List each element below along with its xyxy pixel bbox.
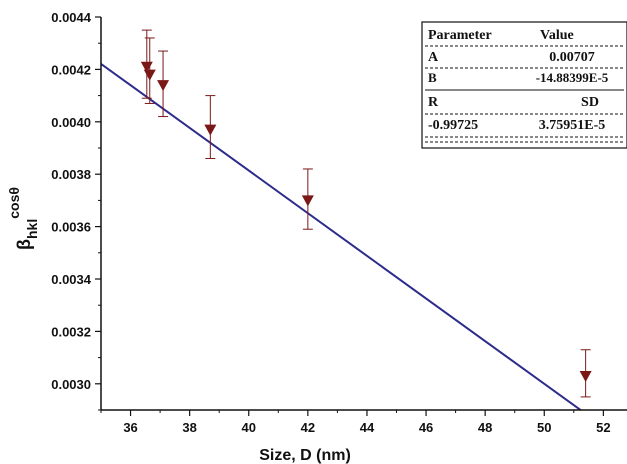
- table-frame: [421, 21, 627, 149]
- y-axis-title: βhklcosθ: [6, 187, 40, 250]
- y-tick-label: 0.0042: [51, 62, 91, 77]
- data-point-group: [157, 50, 170, 118]
- fit-line: [101, 63, 583, 410]
- data-point-marker: [143, 69, 156, 81]
- data-point-group: [579, 349, 592, 398]
- x-tick-label: 46: [419, 420, 433, 435]
- y-tick-label: 0.0036: [51, 220, 91, 235]
- table-cell: A: [428, 50, 439, 65]
- fit-parameter-table: Parameter Value A 0.00707 B -14.88399E-5 R SD -0…: [421, 21, 627, 149]
- data-point-marker: [301, 195, 314, 207]
- x-tick-label: 48: [478, 420, 492, 435]
- x-tick-label: 36: [123, 420, 137, 435]
- y-tick-label: 0.0040: [51, 115, 91, 130]
- table-cell: B: [428, 70, 437, 85]
- y-tick-label: 0.0034: [51, 272, 92, 287]
- table-cell: -0.99725: [428, 118, 478, 133]
- data-point-marker: [579, 370, 592, 382]
- x-tick-label: 38: [182, 420, 196, 435]
- y-tick-label: 0.0032: [51, 324, 91, 339]
- y-axis-title-main: β: [14, 239, 34, 250]
- table-cell: SD: [581, 95, 599, 110]
- data-point-group: [301, 168, 314, 230]
- table-cell: Parameter: [428, 28, 492, 43]
- x-tick-label: 40: [242, 420, 256, 435]
- data-point-group: [140, 29, 153, 99]
- x-tick-label: 42: [301, 420, 315, 435]
- y-tick-label: 0.0038: [51, 167, 91, 182]
- x-tick-label: 52: [596, 420, 610, 435]
- y-tick-label: 0.0044: [51, 10, 92, 25]
- table-cell: -14.88399E-5: [536, 70, 609, 85]
- table-cell: Value: [540, 28, 574, 43]
- x-tick-label: 44: [360, 420, 375, 435]
- data-point-group: [204, 95, 217, 159]
- y-axis-title-sub: hkl: [24, 219, 40, 239]
- y-tick-label: 0.0030: [51, 377, 91, 392]
- data-point-group: [143, 37, 156, 104]
- data-point-marker: [157, 80, 170, 92]
- table-cell: 3.75951E-5: [539, 118, 606, 133]
- data-point-marker: [204, 124, 217, 136]
- table-cell: 0.00707: [549, 50, 595, 65]
- data-layer: [101, 29, 592, 410]
- x-tick-label: 50: [537, 420, 551, 435]
- table-cell: R: [428, 95, 439, 110]
- axes: 36 38 40 42 44 46 48 50 52 0.0030 0.0032 0.0034 0.00…: [6, 10, 627, 464]
- x-axis-title: Size, D (nm): [259, 447, 351, 464]
- y-axis-title-sup: cosθ: [6, 187, 22, 219]
